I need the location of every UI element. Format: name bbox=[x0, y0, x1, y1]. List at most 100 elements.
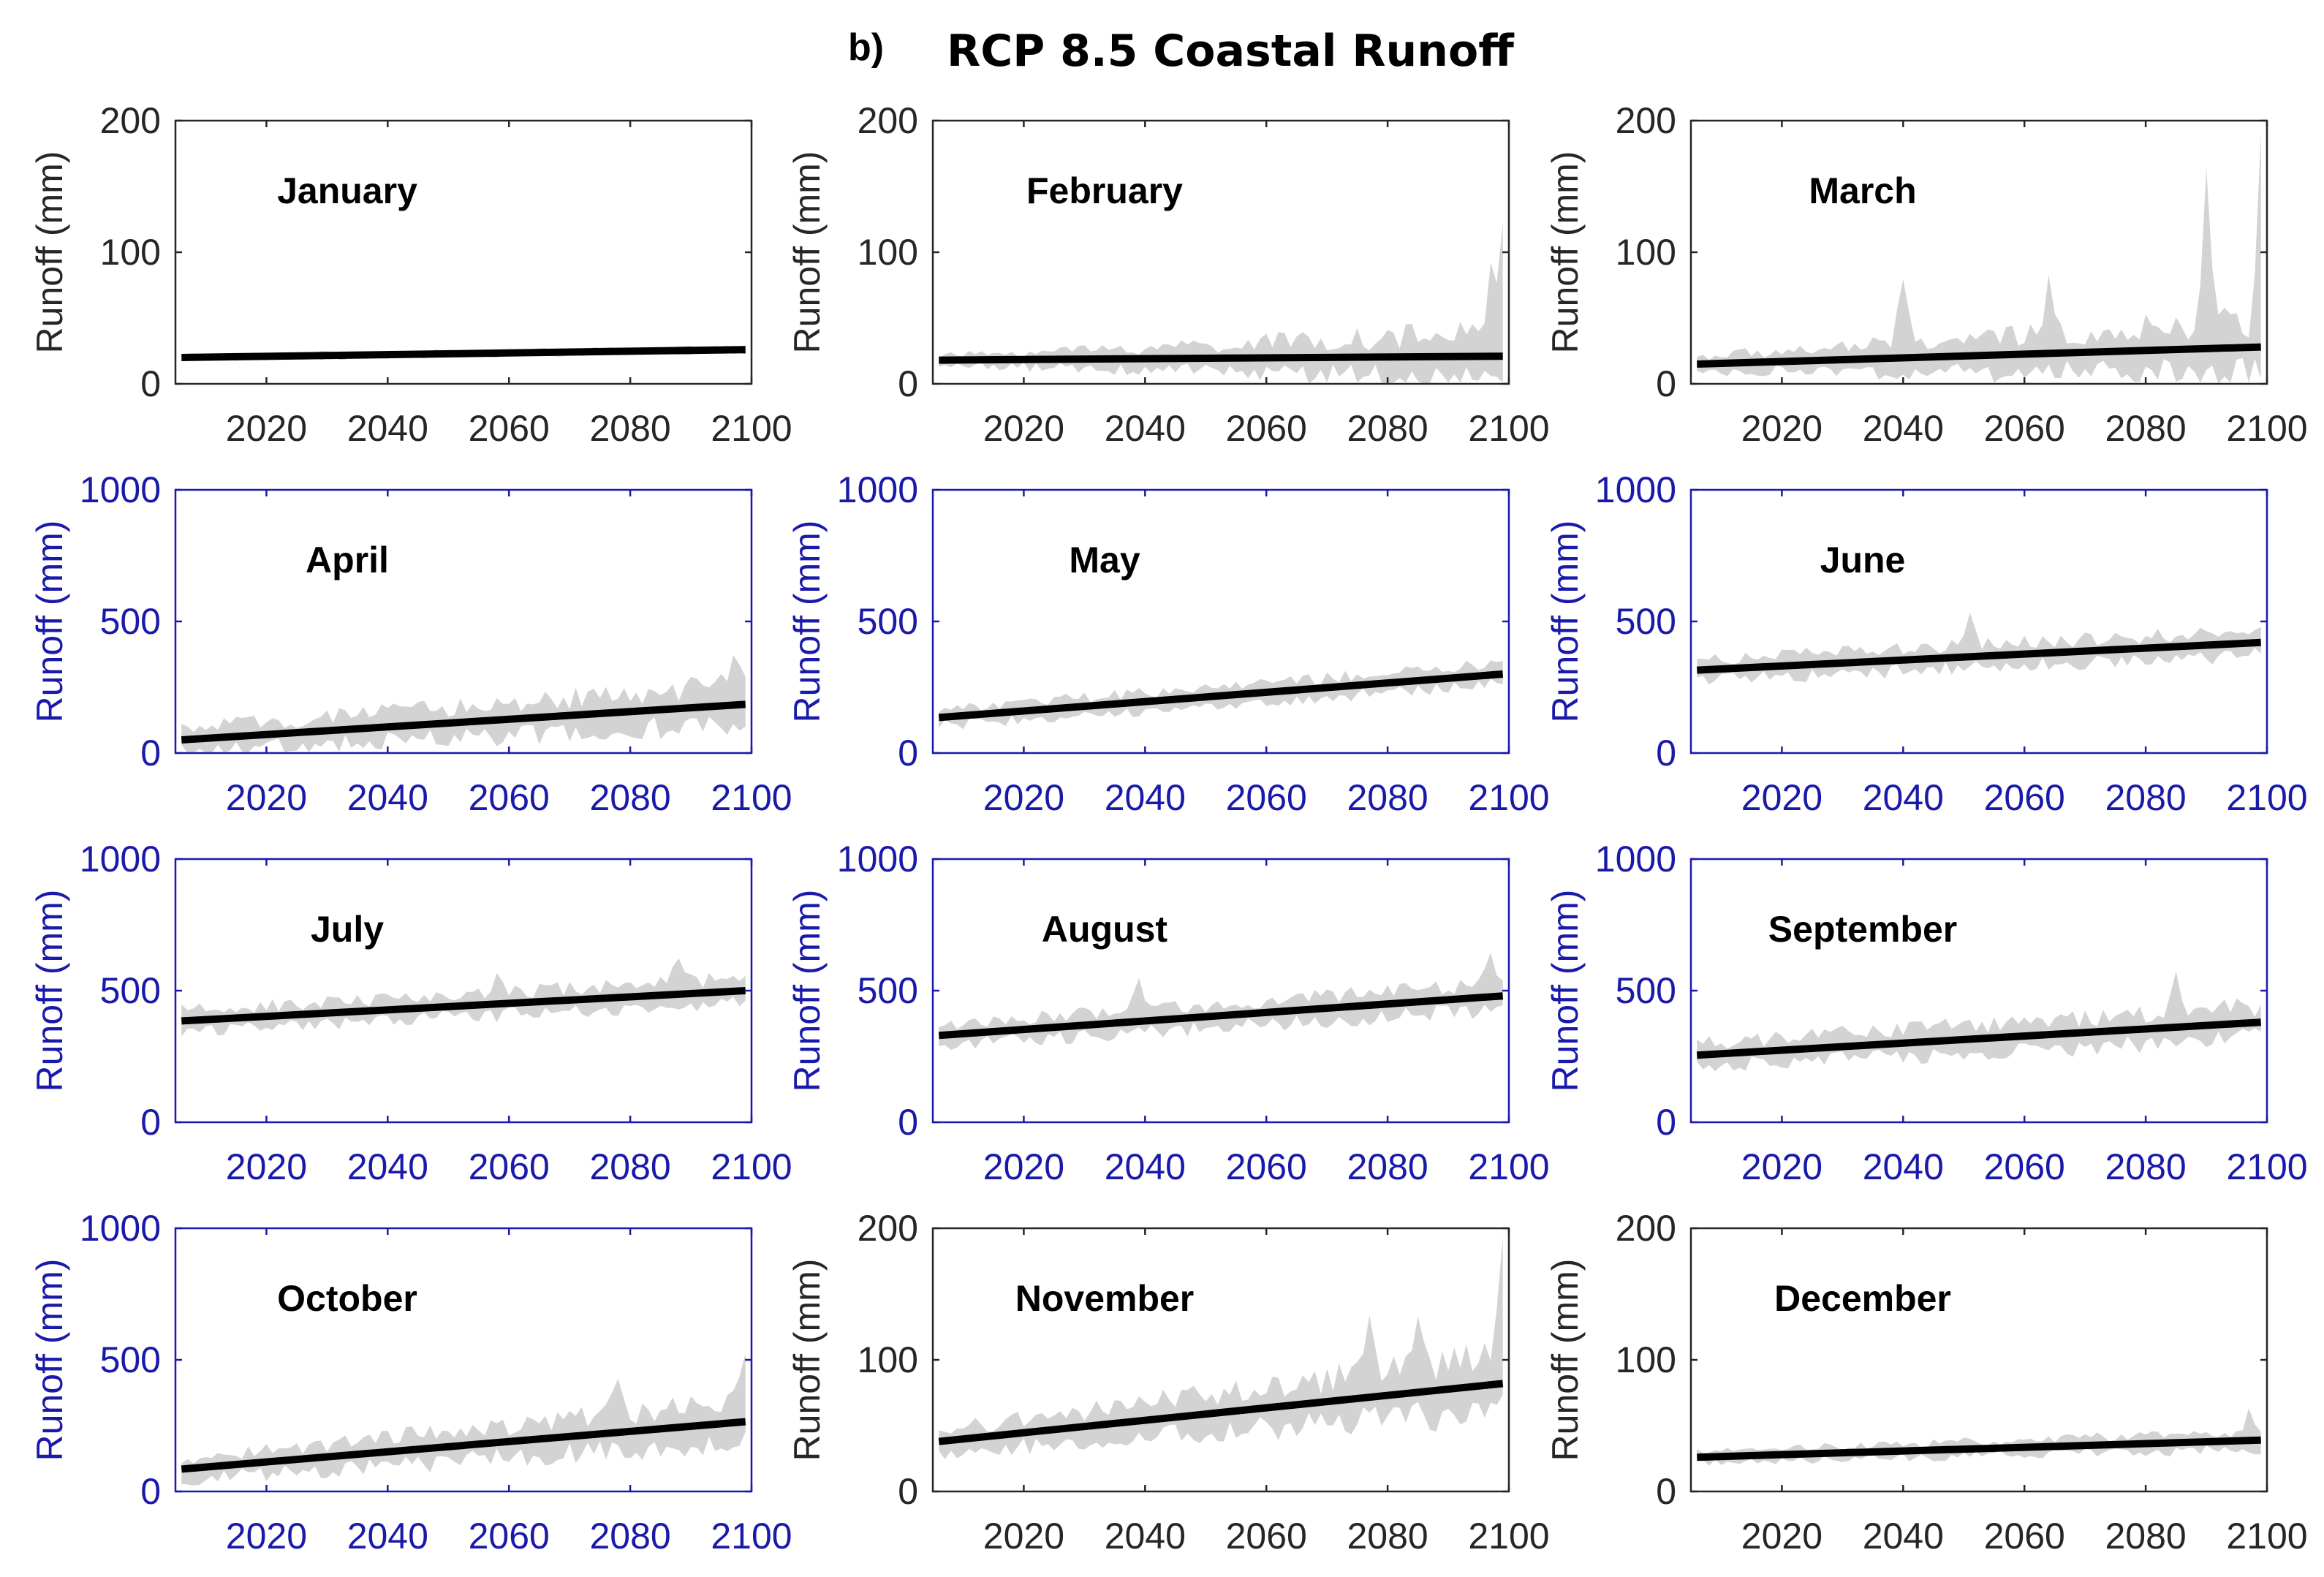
x-tick-label: 2020 bbox=[983, 777, 1064, 818]
y-tick-label: 500 bbox=[858, 970, 918, 1011]
panel-title-march: March bbox=[1809, 170, 1916, 211]
x-tick-label: 2080 bbox=[1347, 1516, 1428, 1557]
x-tick-label: 2100 bbox=[711, 408, 792, 449]
uncertainty-band-november bbox=[939, 1236, 1503, 1459]
x-tick-label: 2020 bbox=[226, 1146, 307, 1187]
x-tick-label: 2080 bbox=[589, 777, 670, 818]
y-tick-label: 200 bbox=[1616, 1208, 1676, 1249]
y-axis-label: Runoff (mm) bbox=[29, 1259, 70, 1461]
x-tick-label: 2060 bbox=[1226, 1516, 1307, 1557]
x-tick-label: 2040 bbox=[1863, 777, 1944, 818]
x-tick-label: 2080 bbox=[2105, 408, 2186, 449]
x-tick-label: 2020 bbox=[1741, 1146, 1823, 1187]
panel-title-september: September bbox=[1768, 909, 1957, 950]
trend-line-july bbox=[181, 987, 746, 1025]
x-tick-label: 2020 bbox=[1741, 1516, 1823, 1557]
trend-line-march bbox=[1697, 343, 2261, 368]
x-tick-label: 2060 bbox=[1984, 1516, 2065, 1557]
y-axis-label: Runoff (mm) bbox=[1545, 1259, 1586, 1461]
x-tick-label: 2080 bbox=[589, 1516, 670, 1557]
x-tick-label: 2040 bbox=[1105, 1146, 1186, 1187]
x-tick-label: 2040 bbox=[347, 777, 428, 818]
y-tick-label: 1000 bbox=[837, 839, 918, 880]
x-tick-label: 2040 bbox=[1105, 777, 1186, 818]
x-tick-label: 2080 bbox=[589, 1146, 670, 1187]
panel-title-june: June bbox=[1820, 540, 1906, 580]
x-tick-label: 2080 bbox=[2105, 1516, 2186, 1557]
y-axis-label: Runoff (mm) bbox=[787, 1259, 828, 1461]
y-tick-label: 0 bbox=[1656, 1471, 1676, 1512]
x-tick-label: 2080 bbox=[1347, 777, 1428, 818]
panel-march: 2020 2040 2060 2080 2100 0 100 200 Runoff (mm) Ma… bbox=[1545, 100, 2308, 449]
x-tick-label: 2100 bbox=[2226, 408, 2307, 449]
x-tick-label: 2100 bbox=[711, 777, 792, 818]
x-tick-label: 2060 bbox=[1984, 408, 2065, 449]
x-tick-label: 2020 bbox=[983, 408, 1064, 449]
panel-december: 2020 2040 2060 2080 2100 0 100 200 Runoff (mm) De… bbox=[1545, 1208, 2308, 1557]
x-tick-label: 2020 bbox=[983, 1516, 1064, 1557]
y-tick-label: 500 bbox=[100, 970, 161, 1011]
x-tick-label: 2040 bbox=[1863, 1516, 1944, 1557]
y-tick-label: 0 bbox=[1656, 733, 1676, 774]
panel-title-august: August bbox=[1042, 909, 1168, 950]
x-tick-label: 2020 bbox=[983, 1146, 1064, 1187]
trend-line-april bbox=[181, 700, 746, 744]
x-tick-label: 2100 bbox=[1468, 1516, 1549, 1557]
x-tick-label: 2020 bbox=[226, 408, 307, 449]
y-tick-label: 200 bbox=[100, 100, 161, 141]
x-tick-label: 2100 bbox=[1468, 408, 1549, 449]
y-tick-label: 100 bbox=[858, 232, 918, 273]
y-axis-label: Runoff (mm) bbox=[787, 151, 828, 354]
panel-title-november: November bbox=[1015, 1278, 1195, 1319]
y-tick-label: 0 bbox=[898, 1102, 918, 1143]
y-tick-label: 0 bbox=[898, 363, 918, 404]
trend-line-september bbox=[1697, 1018, 2261, 1059]
y-tick-label: 100 bbox=[858, 1339, 918, 1380]
uncertainty-band-february bbox=[939, 223, 1503, 384]
y-tick-label: 500 bbox=[1616, 601, 1676, 642]
x-tick-label: 2020 bbox=[226, 777, 307, 818]
x-tick-label: 2100 bbox=[2226, 777, 2307, 818]
y-axis-label: Runoff (mm) bbox=[29, 151, 70, 354]
trend-line-december bbox=[1697, 1436, 2261, 1461]
x-tick-label: 2040 bbox=[347, 1146, 428, 1187]
x-tick-label: 2060 bbox=[1984, 777, 2065, 818]
chart-grid: 2020 2040 2060 2080 2100 0 100 200 Runoff (mm) Ja… bbox=[29, 100, 2308, 1557]
panel-title-october: October bbox=[277, 1278, 417, 1319]
x-tick-label: 2080 bbox=[1347, 408, 1428, 449]
y-tick-label: 1000 bbox=[80, 1208, 161, 1249]
y-tick-label: 100 bbox=[1616, 1339, 1676, 1380]
panel-november: 2020 2040 2060 2080 2100 0 100 200 Runoff (mm) No… bbox=[787, 1208, 1550, 1557]
trend-line-may bbox=[938, 670, 1504, 722]
y-tick-label: 200 bbox=[1616, 100, 1676, 141]
y-tick-label: 0 bbox=[140, 1102, 161, 1143]
x-tick-label: 2020 bbox=[1741, 777, 1823, 818]
panel-title-january: January bbox=[277, 170, 417, 211]
x-tick-label: 2020 bbox=[226, 1516, 307, 1557]
x-tick-label: 2060 bbox=[469, 408, 550, 449]
trend-line-june bbox=[1697, 638, 2261, 674]
y-tick-label: 200 bbox=[858, 100, 918, 141]
x-tick-label: 2060 bbox=[1984, 1146, 2065, 1187]
trend-line-february bbox=[939, 352, 1503, 364]
axes-box-january bbox=[174, 119, 753, 385]
x-tick-label: 2040 bbox=[1863, 408, 1944, 449]
x-tick-label: 2060 bbox=[1226, 408, 1307, 449]
y-tick-label: 200 bbox=[858, 1208, 918, 1249]
uncertainty-band-october bbox=[181, 1353, 746, 1486]
x-tick-label: 2060 bbox=[469, 777, 550, 818]
x-tick-label: 2060 bbox=[469, 1146, 550, 1187]
trend-line-august bbox=[938, 992, 1504, 1040]
x-tick-label: 2060 bbox=[1226, 777, 1307, 818]
x-tick-label: 2080 bbox=[589, 408, 670, 449]
y-tick-label: 0 bbox=[140, 733, 161, 774]
y-tick-label: 1000 bbox=[80, 469, 161, 510]
panel-title-december: December bbox=[1774, 1278, 1951, 1319]
y-tick-label: 500 bbox=[1616, 970, 1676, 1011]
panel-title-may: May bbox=[1069, 540, 1140, 580]
x-tick-label: 2080 bbox=[2105, 777, 2186, 818]
